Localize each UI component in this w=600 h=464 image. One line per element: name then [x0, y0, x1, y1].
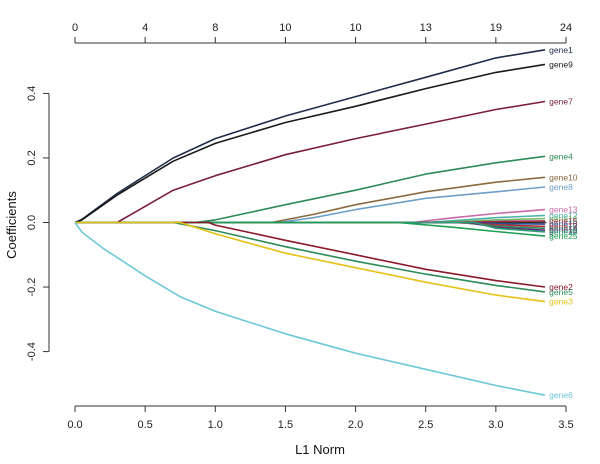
- top-axis: 0 4 8 10 10 13 19 24: [72, 22, 572, 44]
- top-tick-label: 4: [142, 22, 148, 34]
- x-tick-label: 0.0: [67, 419, 82, 431]
- series-line-gene25: [75, 221, 546, 237]
- top-tick-label: 24: [560, 22, 572, 34]
- series-label-gene5: gene5: [549, 287, 573, 297]
- series-line-gene9: [74, 63, 546, 224]
- series-label-gene10: gene10: [549, 172, 578, 182]
- series-line-gene2: [75, 221, 546, 288]
- y-tick-label: -0.2: [26, 278, 38, 297]
- series-label-gene4: gene4: [549, 151, 573, 161]
- series-label-gene19: gene19: [549, 225, 578, 235]
- gene-labels: gene1gene9gene7gene4gene10gene8gene13gen…: [549, 45, 578, 400]
- top-tick-label: 19: [490, 22, 502, 34]
- series-line-gene4: [75, 155, 546, 224]
- y-tick-label: 0.2: [26, 150, 38, 165]
- series-label-gene14: gene14: [549, 214, 578, 224]
- series-line-gene3: [75, 221, 546, 303]
- y-tick-label: 0.0: [26, 215, 38, 230]
- x-tick-label: 3.0: [488, 419, 503, 431]
- series-line-gene1: [74, 49, 546, 224]
- series-label-gene2: gene2: [549, 282, 573, 292]
- series-line-gene7: [75, 100, 546, 224]
- series-label-gene3: gene3: [549, 297, 573, 307]
- x-tick-label: 2.5: [418, 419, 433, 431]
- x-tick-label: 1.0: [208, 419, 223, 431]
- y-tick-label: -0.4: [26, 342, 38, 361]
- series-label-gene25: gene25: [549, 231, 578, 241]
- series-line-gene8: [75, 186, 546, 224]
- x-tick-label: 3.5: [558, 419, 573, 431]
- watermark-bottom: 知乎 @科研芝士: [458, 432, 553, 448]
- series-label-gene13: gene13: [549, 205, 578, 215]
- series-label-gene20: gene20: [549, 227, 578, 237]
- top-tick-label: 0: [72, 22, 78, 34]
- y-axis-title: Coefficients: [4, 191, 19, 259]
- top-tick-label: 13: [420, 22, 432, 34]
- y-tick-label: 0.4: [26, 86, 38, 101]
- top-tick-label: 8: [212, 22, 218, 34]
- series-label-gene7: gene7: [549, 96, 573, 106]
- series-label-gene17: gene17: [549, 221, 578, 231]
- x-tick-label: 1.5: [278, 419, 293, 431]
- series-label-gene1: gene1: [549, 45, 573, 55]
- series-label-gene8: gene8: [549, 182, 573, 192]
- series-label-gene6: gene6: [549, 390, 573, 400]
- series-label-gene12: gene12: [549, 210, 578, 220]
- series-label-gene9: gene9: [549, 59, 573, 69]
- bottom-axis: 0.0 0.5 1.0 1.5 2.0 2.5 3.0 3.5: [67, 405, 574, 431]
- series-line-gene6: [74, 222, 546, 396]
- watermark-top: 搜狐号@百味科研芝士: [472, 5, 592, 20]
- x-tick-label: 2.0: [348, 419, 363, 431]
- series-label-gene16: gene16: [549, 219, 578, 229]
- series-label-gene15: gene15: [549, 216, 578, 226]
- coefficient-paths: [74, 49, 546, 396]
- top-tick-label: 10: [279, 22, 291, 34]
- left-axis: -0.4 -0.2 0.0 0.2 0.4: [26, 86, 50, 361]
- x-axis-title: L1 Norm: [295, 442, 345, 457]
- top-tick-label: 10: [349, 22, 361, 34]
- series-label-gene18: gene18: [549, 223, 578, 233]
- series-line-gene5: [75, 221, 546, 293]
- x-tick-label: 0.5: [137, 419, 152, 431]
